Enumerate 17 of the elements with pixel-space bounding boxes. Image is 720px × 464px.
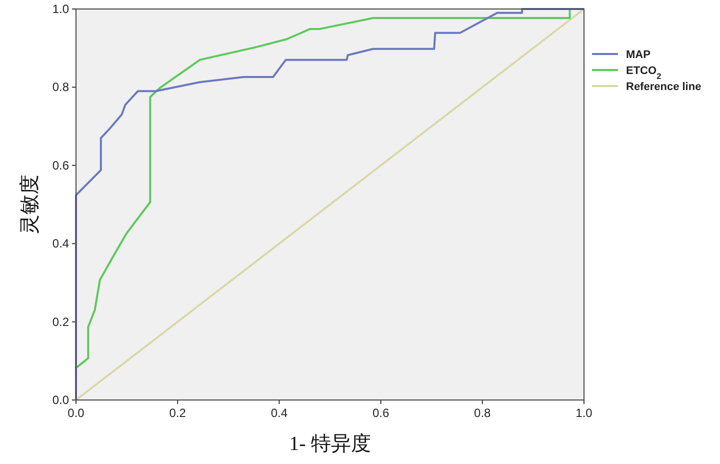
- x-tick-label: 0.4: [270, 406, 288, 420]
- x-tick-label: 0.2: [169, 406, 186, 420]
- y-tick-label: 0.6: [52, 158, 70, 172]
- x-tick-label: 0.6: [372, 406, 390, 420]
- y-tick-label: 0.2: [52, 314, 70, 329]
- x-tick-label: 1.0: [576, 406, 593, 420]
- x-tick-label: 0.0: [68, 406, 85, 420]
- y-tick-label: 0.0: [52, 393, 70, 407]
- x-tick-label: 0.8: [474, 406, 492, 420]
- y-tick-label: 0.8: [52, 80, 70, 94]
- legend-label: Reference line: [626, 81, 702, 93]
- legend-label: ETCO$_{2}$: [626, 65, 662, 80]
- legend-label: MAP: [626, 49, 650, 61]
- y-tick-label: 1.0: [52, 2, 70, 16]
- x-axis-title: 1- 特异度: [289, 433, 371, 455]
- y-tick-label: 0.4: [52, 236, 70, 251]
- y-axis-title: 灵敏度: [19, 174, 41, 234]
